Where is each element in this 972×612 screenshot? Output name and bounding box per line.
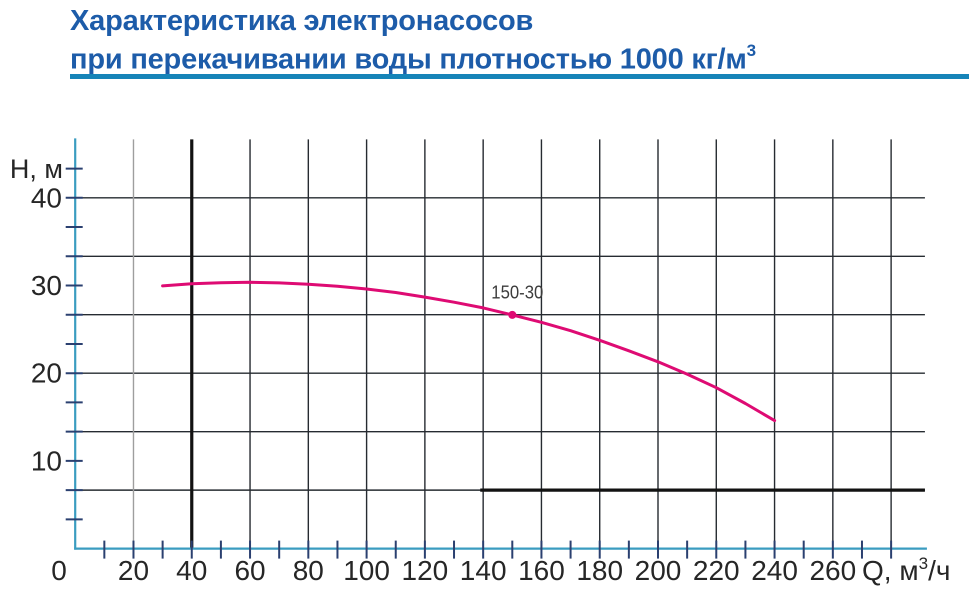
x-tick-label: 40 — [176, 555, 207, 586]
x-tick-label: 140 — [460, 555, 507, 586]
chart-title: Характеристика электронасосов при перека… — [70, 5, 756, 76]
y-tick-label: 40 — [31, 182, 62, 213]
x-tick-label: 100 — [343, 555, 390, 586]
title-superscript: 3 — [746, 41, 756, 60]
x-tick-label: 120 — [402, 555, 449, 586]
x-tick-label: 240 — [751, 555, 798, 586]
title-underline-bar — [70, 74, 969, 79]
y-axis-unit-label: Н, м — [10, 154, 63, 184]
y-tick-label: 10 — [31, 445, 62, 476]
x-tick-label: 200 — [635, 555, 682, 586]
x-axis-unit-label: Q, м3/ч — [862, 554, 950, 586]
x-tick-label: 80 — [293, 555, 324, 586]
curve-label: 150-30 — [491, 281, 543, 302]
title-line-1: Характеристика электронасосов — [70, 5, 534, 37]
x-tick-label: 0 — [51, 555, 67, 586]
x-tick-label: 20 — [118, 555, 149, 586]
title-line-2-text: при перекачивании воды плотностью 1000 к… — [70, 43, 747, 76]
pump-curve — [161, 280, 777, 423]
y-tick-label: 20 — [31, 358, 62, 389]
x-tick-label: 180 — [576, 555, 623, 586]
x-tick-label: 220 — [693, 555, 740, 586]
title-line-2: при перекачивании воды плотностью 1000 к… — [70, 37, 756, 76]
y-tick-label: 30 — [31, 270, 62, 301]
x-tick-label: 60 — [234, 555, 265, 586]
duty-point-marker — [508, 310, 517, 319]
x-tick-label: 160 — [518, 555, 565, 586]
x-tick-label: 260 — [809, 555, 856, 586]
